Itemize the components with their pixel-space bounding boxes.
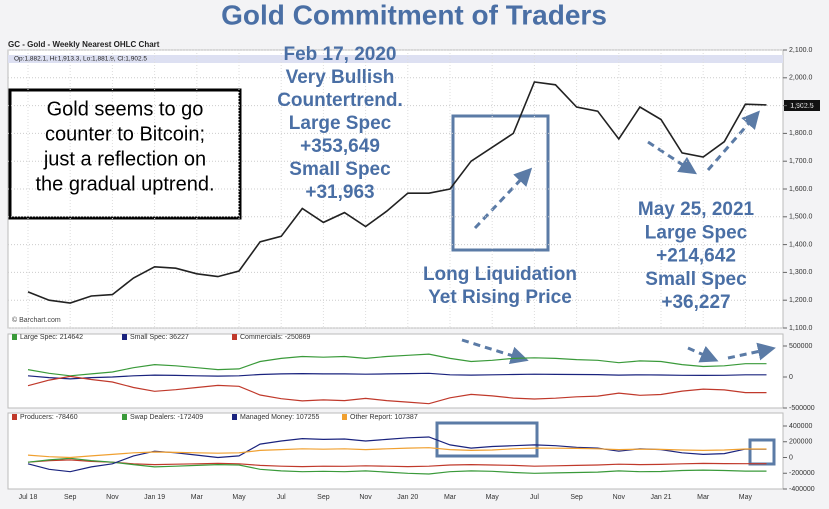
x-tick-label: May [232,494,246,501]
annotation: +214,642 [656,246,736,267]
y-tick-label: -500000 [789,405,815,412]
arrow [687,345,719,363]
annotation: +36,227 [661,292,730,313]
annotation: Large Spec [289,113,392,134]
legend-swatch [122,334,127,340]
last-price-label: 1,902.5 [790,103,813,110]
annotation: counter to Bitcoin; [45,123,205,145]
info-strip [8,55,783,63]
legend-label: Producers: -78460 [20,414,78,421]
y-tick-label: 1,700.0 [789,158,812,165]
y-tick-label: 1,400.0 [789,241,812,248]
y-tick-label: 1,200.0 [789,297,812,304]
y-tick-label: 1,100.0 [789,325,812,332]
annotation: Feb 17, 2020 [283,44,396,65]
x-tick-label: Sep [317,494,330,501]
annotation: Very Bullish [286,67,395,88]
y-tick-label: 0 [789,454,793,461]
legend-swatch [12,334,17,340]
x-tick-label: Sep [64,494,77,501]
series-line [27,81,767,304]
y-tick-label: 400000 [789,423,812,430]
x-tick-label: Jul [530,494,539,501]
legend-swatch [12,414,17,420]
annotation: Yet Rising Price [428,287,572,308]
legend-label: Commercials: -250869 [240,334,311,341]
x-tick-label: Jan 19 [144,494,165,501]
annotation: the gradual uptrend. [35,173,214,195]
series-line [27,457,767,475]
x-tick-label: Jan 21 [650,494,671,501]
x-tick-label: Nov [359,494,372,501]
x-tick-label: May [739,494,753,501]
x-tick-label: Nov [613,494,626,501]
series-line [27,375,767,405]
x-tick-label: Mar [191,494,204,501]
ohlc-info: Op:1,882.1, Hi:1,913.3, Lo:1,881.9, Cl:1… [14,56,147,63]
series-line [27,353,767,377]
annotation: Small Spec [289,159,391,180]
annotation: Small Spec [645,269,747,290]
note-box [8,88,242,220]
y-tick-label: 0 [789,374,793,381]
y-tick-label: 200000 [789,439,812,446]
legend-label: Managed Money: 107255 [240,414,319,421]
x-tick-label: Jul [277,494,286,501]
annotation: Large Spec [645,222,748,243]
series-line [27,372,767,380]
legend-swatch [342,414,347,420]
legend-swatch [232,334,237,340]
x-tick-label: Mar [697,494,710,501]
x-tick-label: Jul 18 [19,494,38,501]
highlight-box [451,114,550,252]
legend-swatch [122,414,127,420]
arrow [461,338,529,365]
cot-panel-1 [7,333,784,409]
y-tick-label: 1,300.0 [789,269,812,276]
y-tick-label: 1,900.0 [789,102,812,109]
legend-label: Swap Dealers: -172409 [130,414,203,421]
x-tick-label: Sep [570,494,583,501]
y-tick-label: 2,000.0 [789,75,812,82]
arrow [647,140,698,175]
x-tick-label: Mar [444,494,457,501]
y-tick-label: 1,500.0 [789,214,812,221]
y-tick-label: 1,600.0 [789,186,812,193]
x-tick-label: Nov [106,494,119,501]
legend-label: Other Report: 107387 [350,414,418,421]
x-tick-label: Jan 20 [397,494,418,501]
series-line [27,447,767,459]
annotation: +353,649 [300,136,380,157]
annotation: +31,963 [305,182,374,203]
y-tick-label: 2,100.0 [789,47,812,54]
arrow [473,167,533,230]
legend-label: Small Spec: 36227 [130,334,189,341]
y-tick-label: -200000 [789,470,815,477]
series-line [27,459,767,468]
cot-panel-2 [7,412,784,490]
chart-subtitle: GC - Gold - Weekly Nearest OHLC Chart [8,40,160,49]
annotation: May 25, 2021 [638,199,755,220]
annotation: just a reflection on [43,148,206,170]
annotation: Long Liquidation [423,264,577,285]
source: © Barchart.com [12,316,61,324]
y-tick-label: 500000 [789,343,812,350]
legend-swatch [232,414,237,420]
title: Gold Commitment of Traders [221,0,607,30]
x-tick-label: May [486,494,500,501]
y-tick-label: -400000 [789,486,815,493]
annotation: Gold seems to go [47,98,204,120]
annotation: Countertrend. [277,90,403,111]
last-price-box [784,100,820,111]
legend-label: Large Spec: 214642 [20,334,83,341]
y-tick-label: 1,800.0 [789,130,812,137]
